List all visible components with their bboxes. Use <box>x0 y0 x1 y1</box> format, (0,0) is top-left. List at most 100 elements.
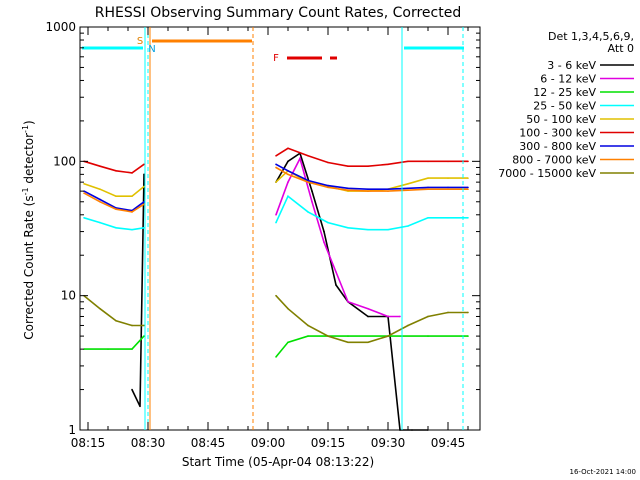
y-axis-label: Corrected Count Rate (s-1 detector-1) <box>21 120 36 339</box>
legend-label: 100 - 300 keV <box>519 127 596 140</box>
data-point <box>367 307 369 310</box>
x-tick-label: 09:30 <box>371 436 406 450</box>
data-point <box>427 177 429 179</box>
data-point <box>347 227 349 229</box>
legend-label: 12 - 25 keV <box>533 86 596 99</box>
marker-layer: SN F <box>82 27 464 430</box>
series-5 <box>83 147 469 174</box>
data-point <box>99 165 101 167</box>
data-point <box>467 216 469 219</box>
legend-label: 800 - 7000 keV <box>512 154 596 167</box>
footer-date: 16-Oct-2021 14:00 <box>570 468 636 476</box>
data-point <box>275 356 277 358</box>
data-point <box>467 311 469 314</box>
x-tick-label: 08:15 <box>71 436 106 450</box>
data-point <box>335 271 337 273</box>
y-axis-label-main: Corrected Count Rate (s <box>22 195 36 339</box>
data-point <box>83 192 85 194</box>
data-point <box>115 208 117 211</box>
data-point <box>99 221 101 224</box>
x-axis-label: Start Time (05-Apr-04 08:13:22) <box>182 455 374 469</box>
data-point <box>427 188 429 191</box>
data-point <box>143 335 145 337</box>
data-point <box>275 166 277 169</box>
legend-label: 6 - 12 keV <box>540 73 596 86</box>
data-point <box>467 177 469 179</box>
data-point <box>347 165 349 167</box>
data-point <box>407 225 409 227</box>
data-point <box>427 160 429 163</box>
data-point <box>299 157 301 160</box>
data-point <box>447 186 449 189</box>
chart-title: RHESSI Observing Summary Count Rates, Co… <box>95 5 461 21</box>
data-point <box>387 188 389 191</box>
data-point <box>467 160 469 163</box>
data-point <box>447 216 449 219</box>
data-point <box>387 163 389 166</box>
data-point <box>143 324 145 327</box>
data-point <box>407 324 409 327</box>
data-point <box>327 221 329 224</box>
data-point <box>143 200 145 203</box>
data-point <box>99 188 101 191</box>
x-tick-label: 09:45 <box>431 436 466 450</box>
y-tick-label: 1000 <box>45 20 76 34</box>
data-point <box>323 241 325 244</box>
data-point <box>143 227 145 229</box>
data-point <box>83 216 85 219</box>
series-4 <box>83 169 469 198</box>
data-point <box>115 195 117 198</box>
data-point <box>327 186 329 189</box>
data-point <box>467 188 469 191</box>
data-point <box>447 188 449 191</box>
data-point <box>447 177 449 179</box>
data-point <box>347 189 349 191</box>
data-point <box>275 163 277 166</box>
series-7 <box>83 166 469 213</box>
y-tick-label: 10 <box>61 289 76 303</box>
x-tick-label: 08:30 <box>131 436 166 450</box>
data-point <box>131 195 133 198</box>
data-point <box>387 190 389 192</box>
data-point <box>367 188 369 191</box>
data-point <box>275 213 277 216</box>
data-point <box>99 198 101 201</box>
y-axis-label-tail: detector <box>22 133 36 188</box>
data-point <box>347 341 349 344</box>
plot-frame <box>79 26 481 431</box>
data-point <box>311 200 313 203</box>
data-point <box>83 183 85 185</box>
data-point <box>287 147 289 150</box>
data-point <box>427 335 429 337</box>
series-line <box>131 151 428 431</box>
data-point <box>287 173 289 176</box>
data-point <box>307 154 309 157</box>
data-point <box>99 200 101 203</box>
data-point <box>143 185 145 188</box>
y-axis-label-end: ) <box>22 120 36 125</box>
annotation-label: S <box>137 36 143 47</box>
data-point <box>115 170 117 172</box>
data-point <box>327 184 329 187</box>
data-point <box>347 301 349 303</box>
data-point <box>367 165 369 167</box>
x-tick-label: 08:45 <box>191 436 226 450</box>
data-point <box>307 181 309 183</box>
data-point <box>287 170 289 172</box>
data-point <box>427 186 429 189</box>
y-tick-layer: 1 10 100 1000 <box>45 20 480 437</box>
data-point <box>447 160 449 163</box>
x-tick-label: 09:15 <box>311 436 346 450</box>
data-point <box>131 324 133 327</box>
y-tick-label: 100 <box>53 154 76 168</box>
legend-label: 25 - 50 keV <box>533 100 596 113</box>
data-point <box>407 160 409 163</box>
annotation-label: N <box>148 44 155 55</box>
data-point <box>107 348 109 350</box>
data-point <box>367 341 369 344</box>
series-3 <box>83 194 469 231</box>
data-point <box>275 221 277 224</box>
data-point <box>143 173 145 176</box>
data-point <box>411 429 413 431</box>
